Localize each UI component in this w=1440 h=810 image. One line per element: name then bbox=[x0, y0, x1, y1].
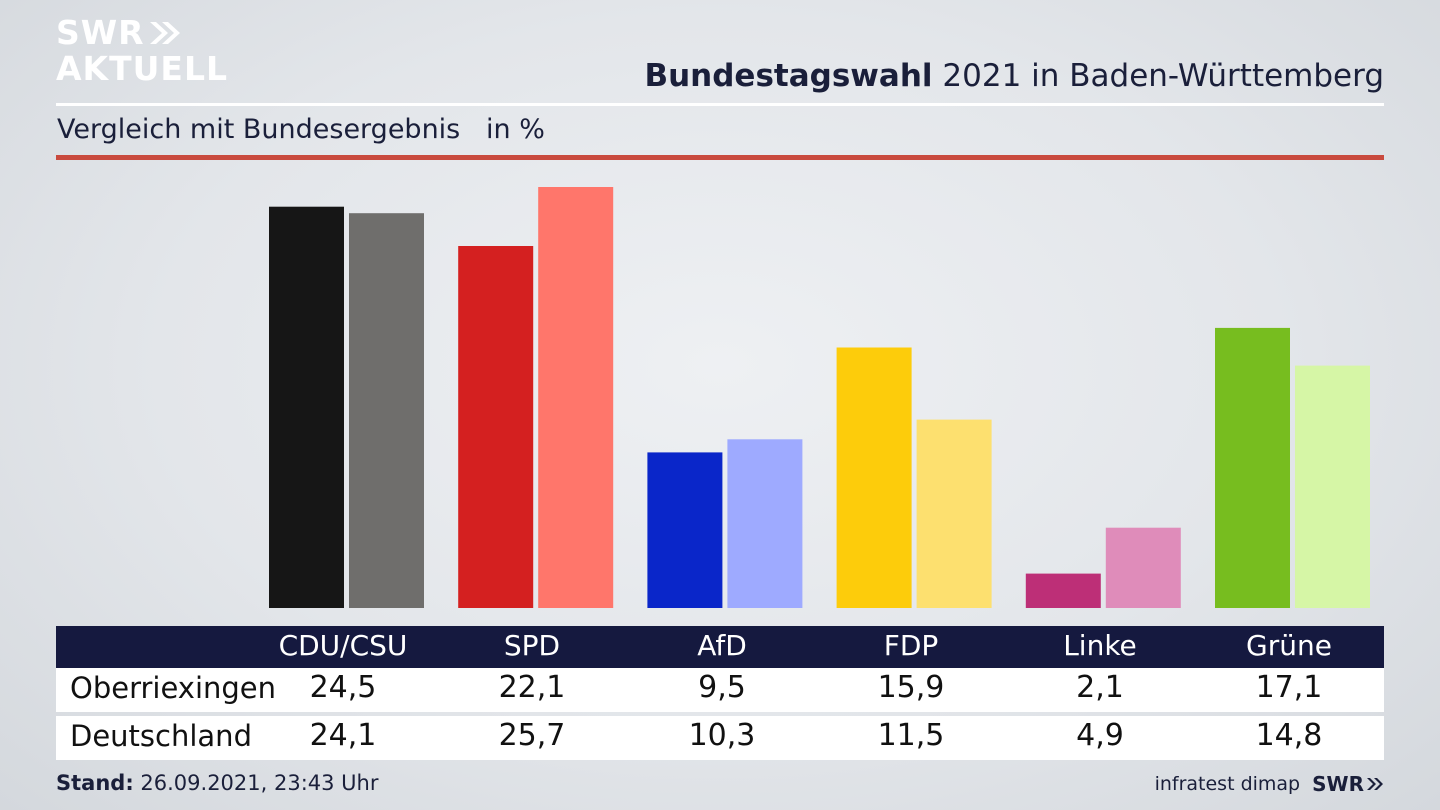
party-header-cdu-csu: CDU/CSU bbox=[278, 629, 408, 662]
table-row-oberriexingen: Oberriexingen 24,5 22,1 9,5 15,9 2,1 17,… bbox=[56, 668, 1384, 712]
swr-footer-text: SWR bbox=[1312, 772, 1364, 796]
double-chevron-icon bbox=[149, 21, 180, 44]
title-divider bbox=[56, 103, 1384, 106]
results-table: CDU/CSU SPD AfD FDP Linke Grüne Oberriex… bbox=[56, 626, 1384, 760]
row-label-oberriexingen: Oberriexingen bbox=[70, 671, 277, 705]
source-credit: infratest dimap bbox=[1154, 773, 1301, 795]
bar-chart bbox=[269, 187, 1370, 608]
party-header-fdp: FDP bbox=[883, 629, 939, 662]
value-oberriexingen-gruene: 17,1 bbox=[1255, 670, 1323, 705]
bar-deutschland-cdu-csu bbox=[349, 213, 424, 608]
swr-footer-logo: SWR bbox=[1312, 772, 1384, 796]
logo-text-aktuell: AKTUELL bbox=[56, 49, 229, 88]
accent-divider bbox=[56, 155, 1384, 160]
value-oberriexingen-afd: 9,5 bbox=[698, 670, 746, 705]
party-header-afd: AfD bbox=[697, 629, 747, 662]
swr-aktuell-logo: SWR AKTUELL bbox=[56, 16, 228, 85]
bar-oberriexingen-cdu-csu bbox=[269, 206, 344, 608]
timestamp: Stand: 26.09.2021, 23:43 Uhr bbox=[56, 771, 379, 795]
bar-deutschland-fdp bbox=[916, 419, 992, 608]
value-oberriexingen-fdp: 15,9 bbox=[877, 670, 945, 705]
bar-deutschland-linke bbox=[1105, 527, 1181, 608]
stand-label: Stand: bbox=[56, 771, 134, 795]
title-bold: Bundestagswahl bbox=[644, 58, 933, 94]
double-chevron-icon bbox=[1367, 778, 1383, 790]
table-row-deutschland: Deutschland 24,1 25,7 10,3 11,5 4,9 14,8 bbox=[56, 716, 1384, 760]
party-header-gruene: Grüne bbox=[1246, 629, 1332, 662]
page-title: Bundestagswahl 2021 in Baden-Württemberg bbox=[644, 58, 1384, 94]
value-oberriexingen-linke: 2,1 bbox=[1076, 670, 1124, 705]
row-label-deutschland: Deutschland bbox=[70, 719, 252, 753]
bar-oberriexingen-fdp bbox=[836, 347, 912, 608]
bar-deutschland-gr-ne bbox=[1295, 365, 1370, 608]
value-deutschland-gruene: 14,8 bbox=[1255, 718, 1323, 753]
stand-value: 26.09.2021, 23:43 Uhr bbox=[133, 771, 379, 795]
logo-text-swr: SWR bbox=[56, 13, 145, 52]
value-oberriexingen-spd: 22,1 bbox=[498, 670, 566, 705]
bar-deutschland-spd bbox=[538, 187, 614, 608]
bar-oberriexingen-spd bbox=[458, 246, 534, 608]
bar-deutschland-afd bbox=[727, 439, 803, 608]
table-header-row: CDU/CSU SPD AfD FDP Linke Grüne bbox=[56, 626, 1384, 668]
bar-oberriexingen-gr-ne bbox=[1215, 327, 1290, 608]
bar-oberriexingen-afd bbox=[647, 452, 723, 608]
title-rest: 2021 in Baden-Württemberg bbox=[932, 58, 1384, 94]
value-deutschland-cdu-csu: 24,1 bbox=[309, 718, 377, 753]
footer-credits: infratest dimap SWR bbox=[1155, 772, 1384, 796]
value-deutschland-linke: 4,9 bbox=[1076, 718, 1124, 753]
value-deutschland-afd: 10,3 bbox=[688, 718, 756, 753]
party-header-linke: Linke bbox=[1063, 629, 1137, 662]
party-header-spd: SPD bbox=[503, 629, 561, 662]
value-deutschland-spd: 25,7 bbox=[498, 718, 566, 753]
chart-subtitle: Vergleich mit Bundesergebnis in % bbox=[57, 114, 545, 145]
value-deutschland-fdp: 11,5 bbox=[877, 718, 945, 753]
value-oberriexingen-cdu-csu: 24,5 bbox=[309, 670, 377, 705]
bar-oberriexingen-linke bbox=[1025, 573, 1101, 608]
